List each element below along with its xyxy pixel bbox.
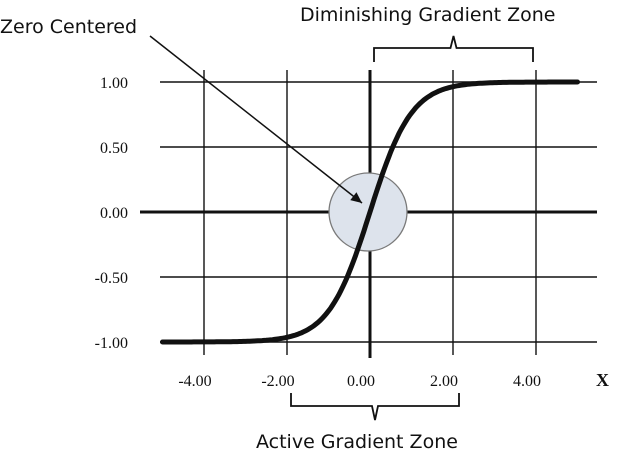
x-tick-label: -4.00	[178, 373, 211, 390]
zero-centered-label: Zero Centered	[0, 16, 137, 38]
tanh-curve-line	[160, 79, 580, 345]
diminishing-zone-brace	[373, 35, 534, 62]
zero-centered-annotation: Zero Centered	[0, 16, 363, 204]
y-tick-label: 1.00	[100, 75, 128, 92]
y-tick-label: -1.00	[95, 335, 128, 352]
x-tick-label: 2.00	[430, 373, 458, 390]
diminishing-zone-label: Diminishing Gradient Zone	[300, 4, 556, 26]
x-tick-label: 0.00	[347, 373, 375, 390]
arrow-head-icon	[350, 192, 362, 203]
y-tick-label: 0.00	[100, 205, 128, 222]
active-zone-annotation: Active Gradient Zone	[256, 393, 460, 453]
active-zone-brace	[290, 393, 460, 421]
x-tick-labels: -4.00 -2.00 0.00 2.00 4.00	[178, 373, 541, 390]
zero-centered-arrow	[149, 35, 363, 204]
x-tick-label: 4.00	[513, 373, 541, 390]
diminishing-zone-annotation: Diminishing Gradient Zone	[300, 4, 556, 62]
y-tick-label: 0.50	[100, 140, 128, 157]
y-tick-labels: 1.00 0.50 0.00 -0.50 -1.00	[95, 75, 128, 352]
y-tick-label: -0.50	[95, 270, 128, 287]
x-tick-label: -2.00	[261, 373, 294, 390]
active-zone-label: Active Gradient Zone	[256, 431, 458, 453]
x-axis-label: X	[596, 370, 609, 390]
